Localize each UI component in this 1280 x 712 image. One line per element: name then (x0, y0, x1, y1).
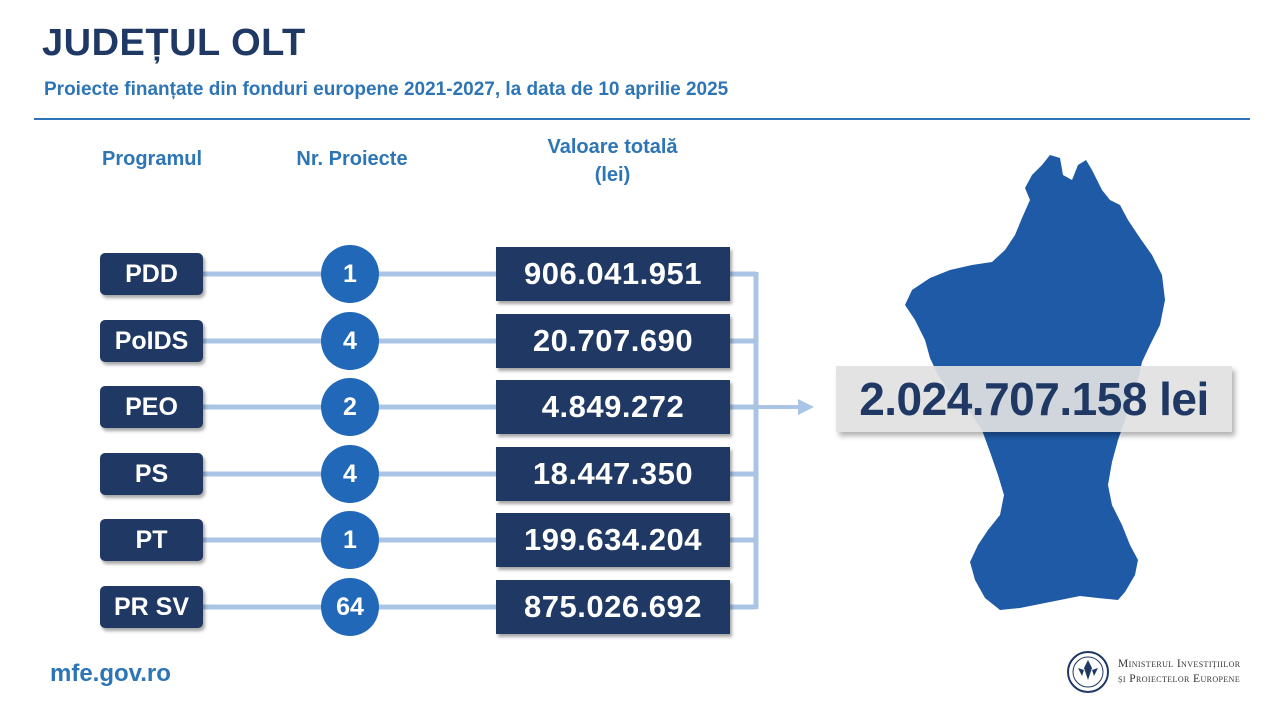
value-box: 4.849.272 (496, 380, 730, 434)
project-count-badge: 4 (321, 312, 379, 370)
ministry-logo: Ministerul Investițiilor și Proiectelor … (1066, 650, 1256, 694)
program-label: PDD (100, 253, 203, 295)
program-label: PoIDS (100, 320, 203, 362)
program-label: PS (100, 453, 203, 495)
column-header-value-line1: Valoare totală (547, 136, 678, 158)
project-count-badge: 4 (321, 445, 379, 503)
project-count-badge: 1 (321, 511, 379, 569)
header-divider (34, 118, 1250, 120)
program-label: PR SV (100, 586, 203, 628)
value-box: 18.447.350 (496, 447, 730, 501)
column-header-value: Valoare totală (lei) (510, 133, 715, 189)
value-box: 875.026.692 (496, 580, 730, 634)
total-value-box: 2.024.707.158 lei (836, 366, 1232, 432)
project-count-badge: 1 (321, 245, 379, 303)
column-header-value-line2: (lei) (594, 164, 631, 186)
column-header-nr-projects: Nr. Proiecte (296, 148, 408, 170)
project-count-badge: 2 (321, 378, 379, 436)
column-header-program: Programul (101, 148, 203, 170)
value-box: 20.707.690 (496, 314, 730, 368)
ministry-name: Ministerul Investițiilor și Proiectelor … (1118, 657, 1241, 687)
page-title: JUDEȚUL OLT (42, 22, 306, 64)
value-box: 199.634.204 (496, 513, 730, 567)
page-subtitle: Proiecte finanțate din fonduri europene … (44, 79, 729, 100)
value-box: 906.041.951 (496, 247, 730, 301)
government-seal-icon (1067, 651, 1109, 693)
ministry-name-line1: Ministerul Investițiilor (1118, 658, 1241, 670)
ministry-name-line2: și Proiectelor Europene (1118, 673, 1241, 685)
project-count-badge: 64 (321, 578, 379, 636)
program-label: PT (100, 519, 203, 561)
arrow-right-icon (798, 399, 814, 415)
footer-website-link[interactable]: mfe.gov.ro (50, 660, 171, 687)
program-label: PEO (100, 386, 203, 428)
